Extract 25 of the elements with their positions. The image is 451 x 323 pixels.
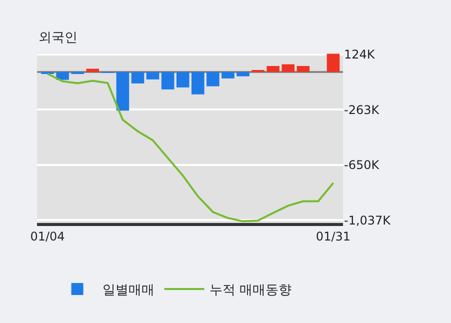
x-tick-label: 01/31	[316, 229, 351, 244]
bar	[131, 72, 144, 84]
line-series	[46, 72, 334, 222]
bar	[192, 72, 204, 94]
bar	[266, 66, 280, 72]
legend-label: 누적 매매동향	[209, 283, 292, 298]
bar	[146, 72, 160, 80]
bar	[222, 72, 234, 78]
bar	[116, 72, 130, 111]
y-tick-label: 124K	[344, 47, 376, 62]
bar	[282, 64, 295, 72]
bar	[236, 72, 250, 76]
bar	[206, 72, 220, 86]
bar	[176, 72, 190, 88]
bar	[56, 72, 69, 80]
bar	[86, 68, 100, 72]
legend-label: 일별매매	[102, 283, 154, 298]
chart-title: 외국인	[38, 30, 78, 46]
y-tick-label: -650K	[344, 158, 380, 172]
bar	[296, 66, 310, 72]
x-tick-label: 01/04	[30, 229, 65, 244]
bar	[161, 72, 174, 90]
y-tick-label: -1,037K	[344, 213, 392, 228]
y-tick-label: -263K	[344, 102, 380, 117]
bar	[326, 54, 340, 72]
